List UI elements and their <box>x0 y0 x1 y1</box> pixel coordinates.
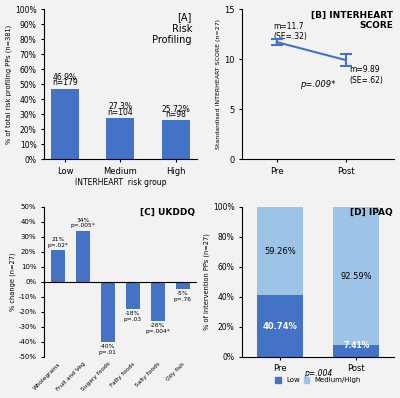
Bar <box>257 295 303 357</box>
Text: -18%
p=.03: -18% p=.03 <box>124 311 142 322</box>
Bar <box>151 281 165 320</box>
Y-axis label: % of total risk profiling PPs (n=381): % of total risk profiling PPs (n=381) <box>6 24 12 144</box>
Y-axis label: Standardised INTERHEART SCORE (n=27): Standardised INTERHEART SCORE (n=27) <box>216 19 221 149</box>
Text: [B] INTERHEART
SCORE: [B] INTERHEART SCORE <box>311 11 393 30</box>
Text: 92.59%: 92.59% <box>340 271 372 281</box>
Bar <box>334 207 379 345</box>
Text: 34%
p=.005*: 34% p=.005* <box>70 218 95 228</box>
Text: n=104: n=104 <box>108 107 133 117</box>
Text: 21%
p=.02*: 21% p=.02* <box>47 237 68 248</box>
Text: 25.72%: 25.72% <box>161 105 190 114</box>
Text: p=.004: p=.004 <box>304 369 332 378</box>
Text: 46.9%: 46.9% <box>53 73 77 82</box>
Text: n=98: n=98 <box>165 110 186 119</box>
Bar <box>101 281 115 341</box>
Bar <box>51 89 79 159</box>
Text: 40.74%: 40.74% <box>263 322 298 330</box>
Bar <box>162 121 190 159</box>
Bar <box>176 281 190 289</box>
Y-axis label: % of intervention PPs (n=27): % of intervention PPs (n=27) <box>204 233 210 330</box>
Bar <box>106 118 134 159</box>
Text: -5%
p=.76: -5% p=.76 <box>174 291 192 302</box>
Text: 7.41%: 7.41% <box>343 341 370 349</box>
Text: p=.009*: p=.009* <box>300 80 335 88</box>
Text: [D] IPAQ: [D] IPAQ <box>350 208 393 217</box>
Bar <box>257 207 303 295</box>
Text: n=179: n=179 <box>52 78 78 87</box>
Bar <box>76 230 90 281</box>
Bar <box>334 345 379 357</box>
Bar <box>126 281 140 308</box>
Y-axis label: % change (n=27): % change (n=27) <box>9 252 16 311</box>
Text: [A]
Risk
Profiling: [A] Risk Profiling <box>152 12 192 45</box>
Text: -40%
p=.01: -40% p=.01 <box>99 344 117 355</box>
Legend: Low, Medium/High: Low, Medium/High <box>272 375 364 386</box>
Text: [C] UKDDQ: [C] UKDDQ <box>140 208 195 217</box>
Text: m=9.89
(SE=.62): m=9.89 (SE=.62) <box>350 65 383 84</box>
X-axis label: INTERHEART  risk group: INTERHEART risk group <box>74 178 166 187</box>
Bar <box>51 250 65 281</box>
Text: -26%
p=.004*: -26% p=.004* <box>145 323 170 334</box>
Text: 59.26%: 59.26% <box>264 246 296 256</box>
Text: m=11.7
(SE=.32): m=11.7 (SE=.32) <box>273 21 307 41</box>
Text: 27.3%: 27.3% <box>108 102 132 111</box>
